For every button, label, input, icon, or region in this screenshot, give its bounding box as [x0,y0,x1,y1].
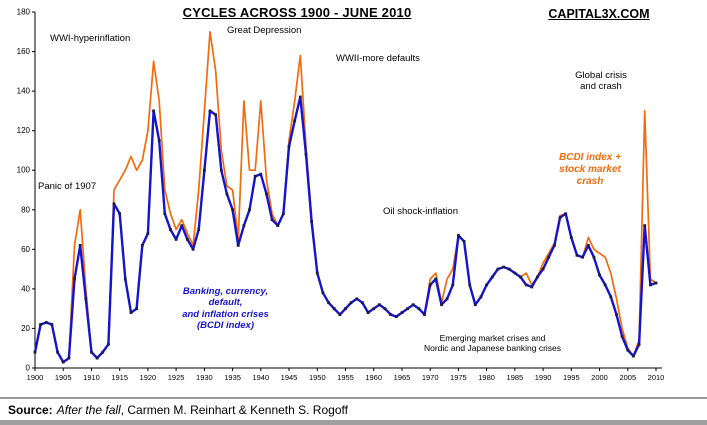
annotation-bcdi-plus-crash-legend: BCDI index + stock market crash [535,152,645,188]
chart-title: CYCLES ACROSS 1900 - JUNE 2010 [182,5,412,20]
source-authors: , Carmen M. Reinhart & Kenneth S. Rogoff [120,403,348,417]
svg-text:1975: 1975 [450,373,467,382]
svg-text:1910: 1910 [83,373,100,382]
annotation-great-depression: Great Depression [227,25,302,36]
svg-text:40: 40 [21,284,30,293]
annotation-wwi-hyperinflation: WWI-hyperinflation [50,33,131,44]
svg-text:1980: 1980 [478,373,495,382]
svg-text:1965: 1965 [394,373,411,382]
svg-text:1955: 1955 [337,373,354,382]
svg-text:1935: 1935 [224,373,241,382]
svg-text:100: 100 [17,166,31,175]
annotation-panic-1907: Panic of 1907 [38,181,97,192]
annotation-line: crash [576,176,604,187]
svg-text:20: 20 [21,324,30,333]
source-label: Source: [8,403,53,417]
annotation-line: BCDI index + [559,152,621,163]
svg-text:1950: 1950 [309,373,326,382]
annotation-line: and inflation crises [182,308,269,320]
annotation-line: Emerging market crises and [439,333,546,343]
svg-text:1990: 1990 [535,373,552,382]
annotation-line: (BCDI index) [197,320,254,332]
svg-text:2000: 2000 [591,373,608,382]
svg-text:1925: 1925 [168,373,185,382]
svg-text:120: 120 [17,126,31,135]
annotation-line: default, [208,297,243,309]
svg-text:1945: 1945 [281,373,298,382]
annotation-line: stock market [559,164,621,175]
svg-text:1995: 1995 [563,373,580,382]
svg-text:1970: 1970 [422,373,439,382]
annotation-line: Banking, currency, [182,286,269,297]
svg-text:160: 160 [17,47,31,56]
annotation-line: Global crisis [575,70,627,81]
cycles-line-chart: 0 20 40 60 80 100 120 140 160 180 1900 1905 1910 1915… [17,8,665,383]
svg-text:140: 140 [17,87,31,96]
svg-text:1940: 1940 [252,373,269,382]
brand-watermark: CAPITAL3X.COM [548,7,650,21]
svg-text:1930: 1930 [196,373,213,382]
annotation-line: Nordic and Japanese banking crises [423,343,562,354]
svg-text:60: 60 [21,245,30,254]
svg-text:1915: 1915 [111,373,128,382]
annotation-wwii-defaults: WWII-more defaults [336,53,420,64]
svg-text:0: 0 [26,364,31,373]
svg-text:1985: 1985 [507,373,524,382]
svg-text:2005: 2005 [619,373,636,382]
svg-text:80: 80 [21,205,30,214]
annotation-emerging-market-crises: Emerging market crises and Nordic and Ja… [395,333,590,353]
annotation-global-crisis: Global crisis and crash [555,70,647,93]
annotation-line: and crash [580,81,622,93]
source-work-title: After the fall [56,403,121,417]
svg-text:1960: 1960 [365,373,382,382]
svg-text:1905: 1905 [55,373,72,382]
svg-text:2010: 2010 [648,373,665,382]
svg-text:1900: 1900 [27,373,44,382]
svg-text:1920: 1920 [140,373,157,382]
svg-text:180: 180 [17,8,31,17]
annotation-oil-shock: Oil shock-inflation [383,206,458,217]
annotation-bcdi-index-legend: Banking, currency, default, and inflatio… [148,286,303,332]
source-footer: Source: After the fall, Carmen M. Reinhar… [0,397,707,425]
